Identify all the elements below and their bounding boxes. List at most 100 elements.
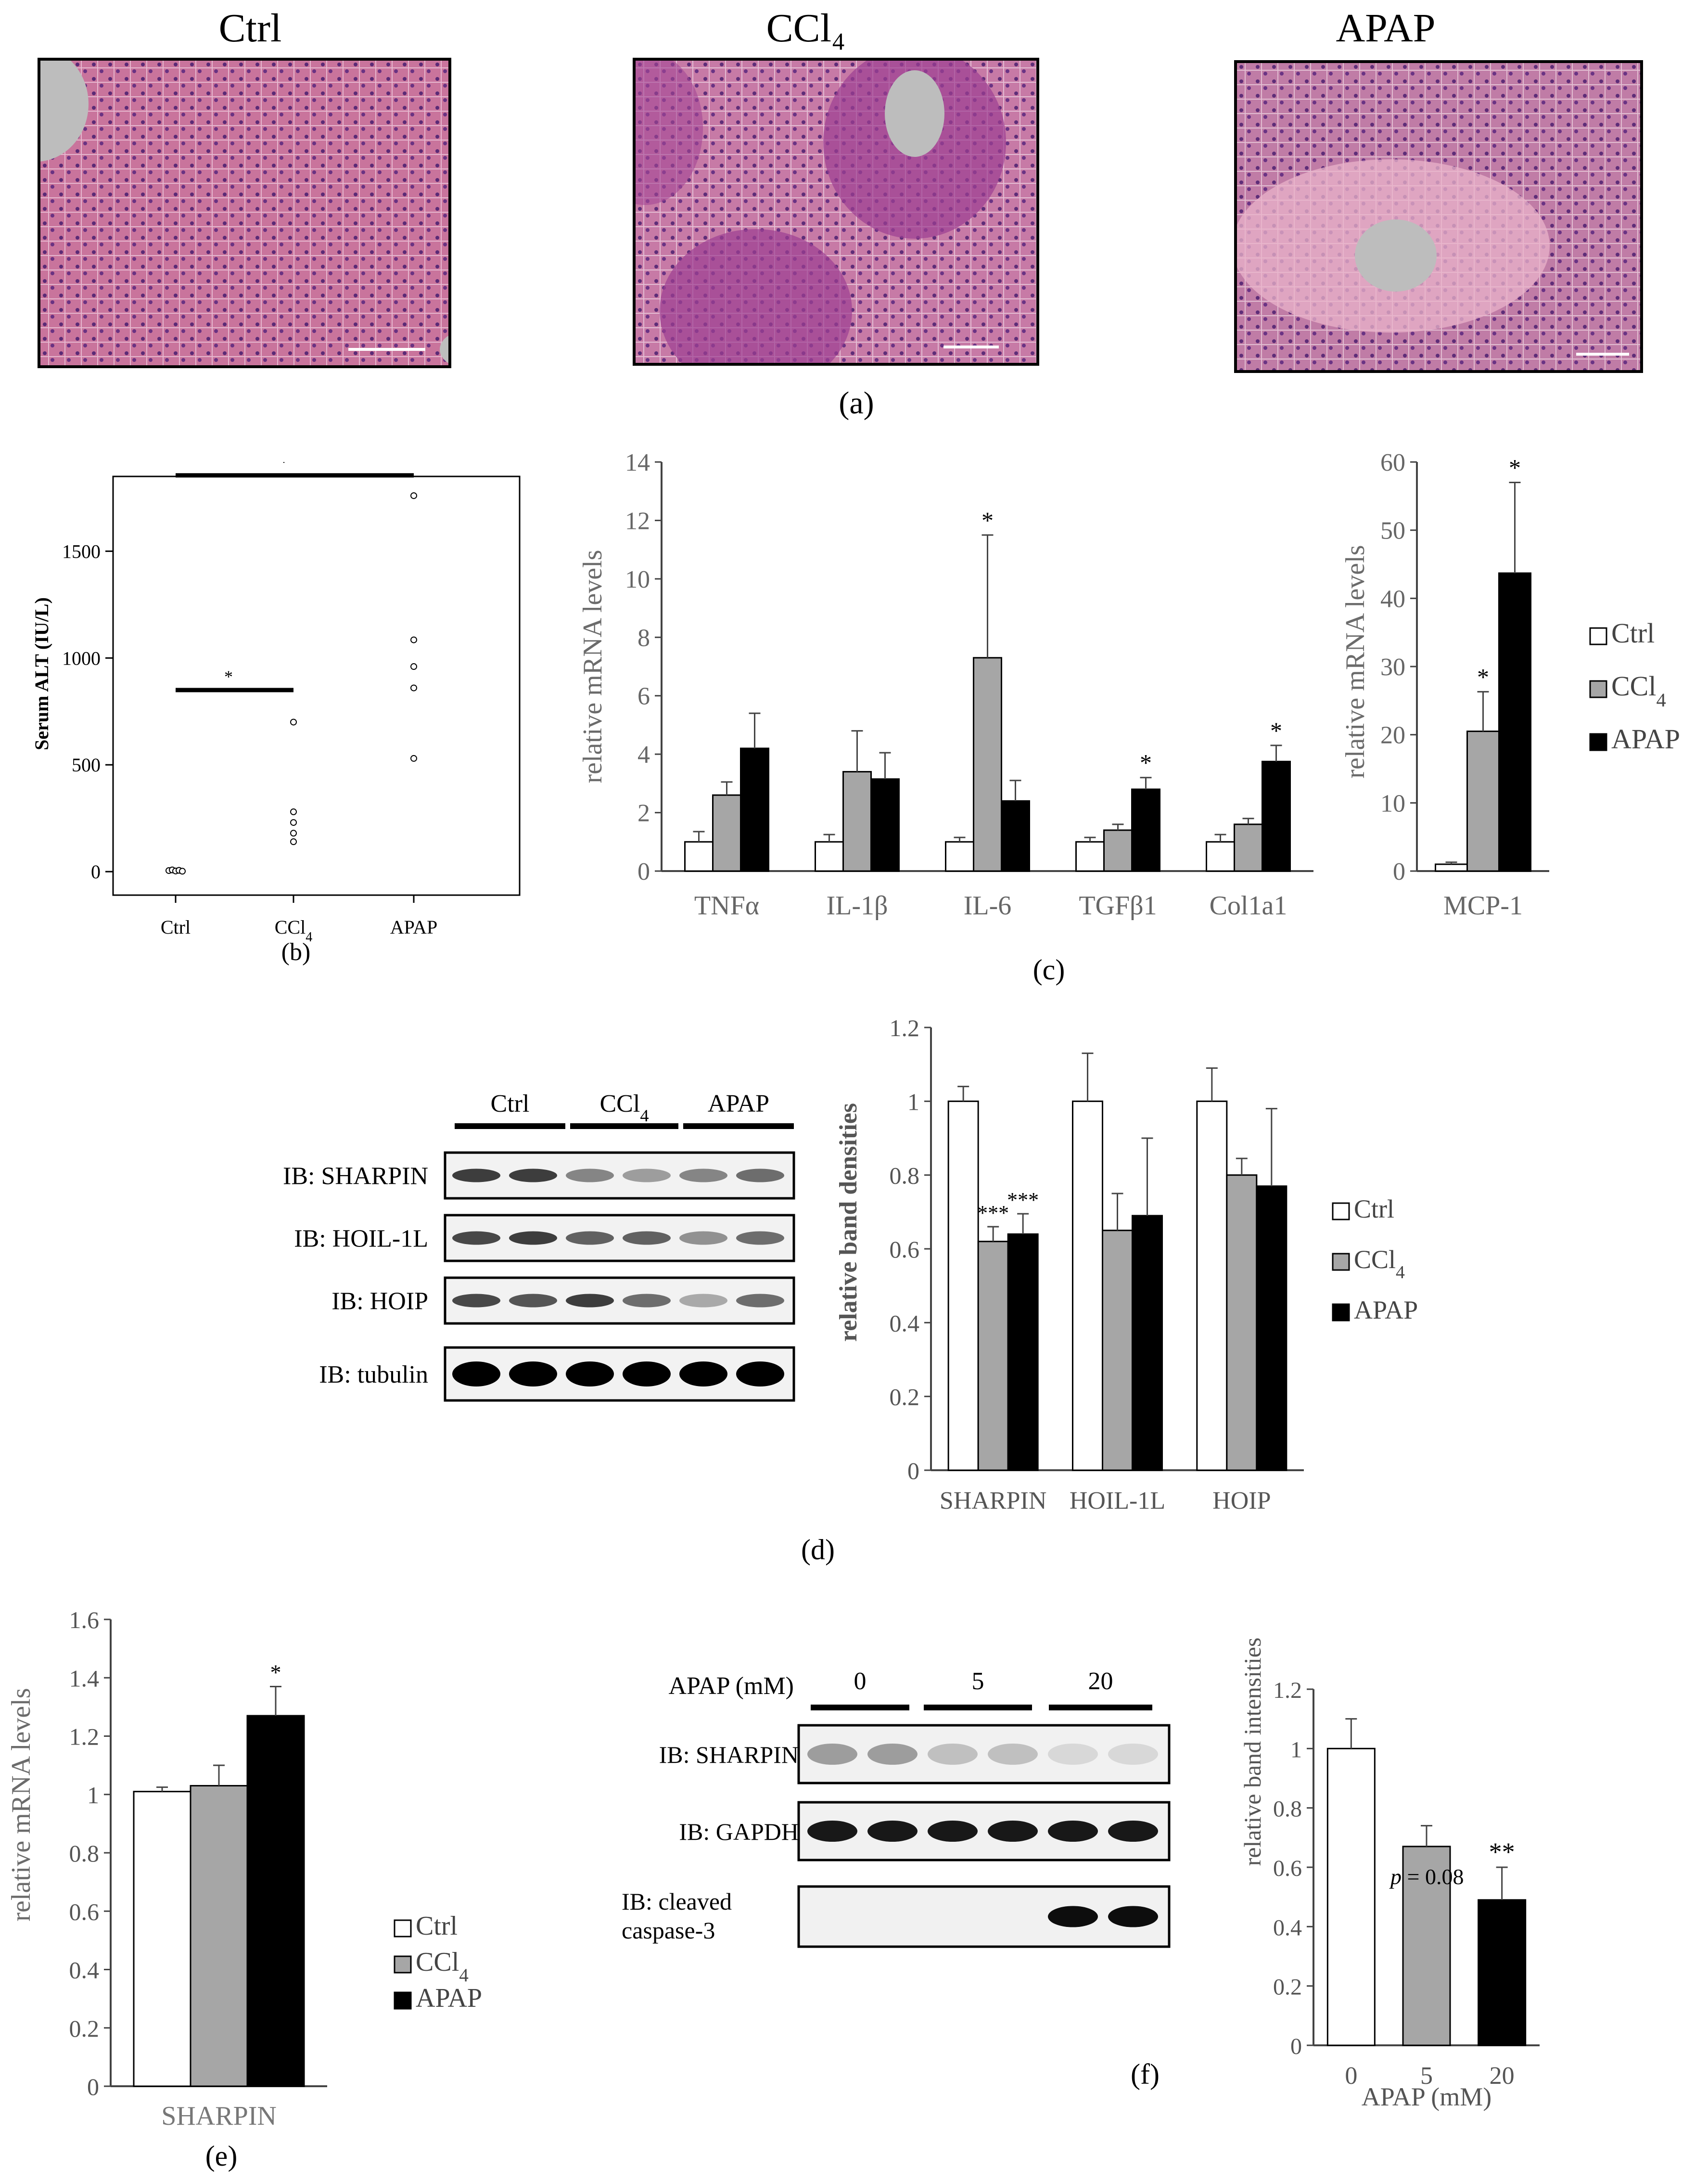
- blot-row-label: IB: HOIP: [331, 1288, 428, 1315]
- chart-f-xlabel: APAP (mM): [1362, 2082, 1492, 2111]
- legend-label: APAP: [1354, 1296, 1418, 1324]
- y-tick-label: 0.8: [1273, 1797, 1302, 1822]
- y-tick-label: 0: [1290, 2034, 1302, 2059]
- legend-label: CCl4: [1354, 1245, 1405, 1283]
- bar: [1206, 841, 1235, 872]
- panel-e: relative mRNA levels 0 0.2 0.4 0.6 0.8 1 1.2 1.…: [0, 1588, 553, 2182]
- x-tick-label: SHARPIN: [940, 1487, 1047, 1515]
- p-value-annotation: p = 0.08: [1389, 1864, 1464, 1889]
- bar: [1402, 1846, 1451, 2046]
- chart-d-ylabel: relative band densities: [835, 1103, 862, 1342]
- y-tick-label: 1000: [62, 647, 101, 669]
- x-tick-label: MCP-1: [1443, 891, 1523, 921]
- y-tick-label: 0: [637, 858, 650, 886]
- chart-e-ylabel: relative mRNA levels: [6, 1688, 36, 1921]
- blot-group-label: 5: [972, 1668, 984, 1695]
- bar: [740, 747, 769, 872]
- blot-row-label: IB: SHARPIN: [283, 1163, 428, 1190]
- blot-membrane: [797, 1885, 1171, 1948]
- panel-b-label: (b): [281, 938, 311, 966]
- bar: [1478, 1899, 1527, 2046]
- chart-c-right-ylabel: relative mRNA levels: [1340, 545, 1370, 778]
- blot-band: [679, 1231, 727, 1245]
- micrograph-title-ccl4: CCl₄: [766, 6, 846, 51]
- micrograph-title-apap: APAP: [1336, 6, 1436, 51]
- significance-label: *: [981, 507, 994, 534]
- data-point: [290, 819, 297, 826]
- panel-f: APAP (mM) 0 5 20 IB: SHARPIN IB: GAPDH IB: cle…: [577, 1588, 1708, 2182]
- x-tick-label: TGFβ1: [1079, 891, 1157, 921]
- y-tick-label: 0: [907, 1457, 919, 1484]
- blot-membrane: [444, 1276, 795, 1325]
- y-tick-label: 0.4: [69, 1957, 100, 1984]
- y-tick-label: 1: [1290, 1737, 1302, 1762]
- bar: [1435, 863, 1468, 872]
- y-tick-label: 1: [87, 1782, 99, 1809]
- blot-group-label: 20: [1088, 1668, 1113, 1695]
- chart-b: Serum ALT (IU/L) 0 500 1000 1500 Ctrl CCl4 APA…: [31, 452, 521, 966]
- micrograph-title-ctrl: Ctrl: [218, 6, 282, 51]
- blot-membrane: [444, 1151, 795, 1200]
- blot-band: [623, 1231, 671, 1245]
- legend-swatch: [394, 1919, 412, 1938]
- data-point: [290, 830, 297, 837]
- y-tick-label: 0.2: [1273, 1975, 1302, 2000]
- blot-band: [509, 1168, 557, 1182]
- x-tick-label: 20: [1490, 2062, 1515, 2090]
- y-tick-label: 50: [1380, 517, 1405, 545]
- legend-label: APAP: [416, 1983, 482, 2013]
- data-point: [410, 636, 417, 643]
- significance-label: *: [280, 462, 288, 472]
- micrograph-ctrl: [38, 58, 451, 368]
- blot-row-label: IB: SHARPIN: [659, 1741, 799, 1768]
- blot-band: [623, 1294, 671, 1308]
- bar: [1132, 1215, 1163, 1471]
- y-tick-label: 0.4: [890, 1309, 920, 1336]
- data-point: [410, 663, 417, 670]
- x-tick-label: HOIP: [1212, 1487, 1271, 1515]
- blot-band: [679, 1168, 727, 1182]
- blot-band: [566, 1168, 614, 1182]
- chart-c: relative mRNA levels 0 2 4 6 8 10 12 14 TNFα IL-1…: [578, 449, 1680, 986]
- y-tick-label: 0.6: [890, 1236, 920, 1263]
- chart-b-ylabel: Serum ALT (IU/L): [31, 597, 52, 750]
- legend-label: Ctrl: [416, 1911, 458, 1941]
- blot-row-label: caspase-3: [622, 1917, 715, 1944]
- x-tick-label: IL-6: [964, 891, 1012, 921]
- y-tick-label: 0.4: [1273, 1915, 1302, 1940]
- bar: [1498, 572, 1531, 872]
- blot-band: [452, 1231, 500, 1245]
- y-tick-label: 0: [87, 2073, 99, 2100]
- bar: [1072, 1100, 1103, 1471]
- blot-membrane: [797, 1724, 1171, 1784]
- blot-band: [867, 1821, 918, 1842]
- blot-band: [807, 1821, 857, 1842]
- data-point: [290, 808, 297, 815]
- x-tick-label: IL-1β: [827, 891, 888, 921]
- bar: [1196, 1100, 1228, 1471]
- blot-band: [928, 1821, 978, 1842]
- bar: [945, 841, 974, 872]
- bar: [842, 771, 872, 872]
- bar: [1102, 1230, 1133, 1471]
- bar: [684, 841, 714, 872]
- micrograph-ccl4: [633, 58, 1039, 366]
- blot-membrane: [444, 1214, 795, 1262]
- legend-swatch: [394, 1955, 412, 1974]
- legend-swatch: [1332, 1303, 1350, 1322]
- blot-band: [679, 1361, 727, 1386]
- y-tick-label: 4: [637, 741, 650, 769]
- panel-a-label: (a): [839, 385, 874, 421]
- blot-band: [736, 1294, 784, 1308]
- x-tick-label: APAP: [390, 916, 438, 938]
- bar: [1103, 829, 1133, 872]
- blot-row-label: IB: GAPDH: [679, 1818, 799, 1845]
- y-tick-label: 10: [1380, 790, 1405, 817]
- significance-label: *: [1477, 663, 1489, 690]
- legend-label: CCl4: [416, 1947, 469, 1986]
- significance-label: ***: [977, 1201, 1009, 1225]
- panel-d-svg: Ctrl CCl4 APAP IB: SHARPIN IB: HOIL-1L IB: HO…: [283, 1014, 1418, 1566]
- y-tick-label: 1.6: [69, 1606, 100, 1633]
- legend-swatch: [1589, 733, 1607, 751]
